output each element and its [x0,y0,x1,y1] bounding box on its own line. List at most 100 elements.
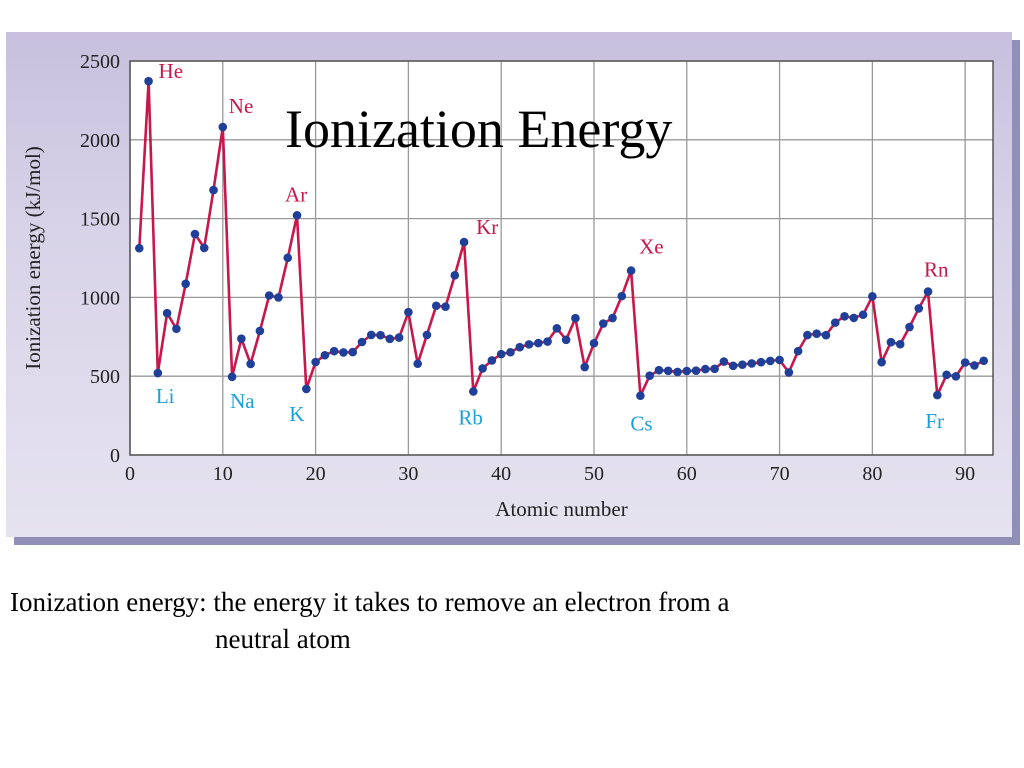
data-point [803,330,812,340]
data-point [571,313,580,323]
x-tick-label: 60 [677,463,697,485]
data-point [877,357,886,367]
y-axis-label: Ionization energy (kJ/mol) [21,146,45,370]
data-point [506,347,515,357]
data-point [673,367,682,377]
data-point [162,308,172,318]
data-point [459,237,469,247]
x-tick-label: 0 [125,463,135,485]
data-point [914,304,924,313]
element-label-rb: Rb [458,405,483,429]
element-label-k: K [289,402,304,426]
data-point [830,318,840,327]
data-point [682,366,692,376]
x-tick-label: 50 [584,463,604,485]
data-point [209,185,218,195]
caption-line-1: Ionization energy: the energy it takes t… [10,587,730,617]
y-tick-label: 1000 [80,287,120,309]
data-point [645,371,654,381]
data-point [821,330,831,340]
data-point [199,243,209,253]
data-point [756,357,766,367]
data-point [422,330,432,340]
plot-border [129,60,994,456]
x-tick-label: 20 [306,463,326,485]
data-point [784,368,794,377]
data-point [357,337,367,347]
data-point [237,334,246,343]
data-point [701,364,710,374]
x-tick-label: 80 [862,463,882,485]
data-point [608,313,617,323]
element-label-rn: Rn [924,258,949,282]
data-point [719,357,729,366]
data-point [617,291,627,301]
data-point [970,361,979,370]
element-label-li: Li [156,384,175,408]
element-label-ar: Ar [285,182,307,206]
y-tick-label: 2500 [80,51,120,73]
data-point [543,337,552,346]
data-point [933,390,942,400]
data-point [376,330,385,340]
data-point [691,366,701,375]
data-point [598,319,608,328]
data-point [858,310,868,320]
data-point [654,365,664,375]
plot-area [130,61,993,455]
y-tick-label: 0 [110,445,120,467]
data-point [960,358,970,367]
caption: Ionization energy: the energy it takes t… [10,584,1010,659]
element-label-kr: Kr [476,215,498,239]
data-point [218,122,228,132]
y-tick-label: 1500 [80,209,120,231]
data-point [450,271,460,280]
data-point [431,301,441,311]
element-label-na: Na [230,389,255,413]
data-point [292,210,302,220]
data-point [626,266,636,275]
data-point [339,348,348,357]
data-point [394,333,404,342]
data-point [589,338,599,348]
element-label-fr: Fr [925,409,944,433]
x-tick-label: 40 [491,463,511,485]
element-label-he: He [159,59,184,83]
data-point [385,334,395,344]
data-point [747,359,757,368]
data-point [348,347,358,357]
data-point [172,324,181,334]
data-point [190,229,200,239]
data-point [181,279,190,289]
data-point [580,362,589,372]
data-point [274,293,283,302]
data-point [404,307,413,317]
slide-title: Ionization Energy [285,99,673,159]
data-point [524,340,534,349]
data-point [366,330,376,340]
data-point [812,329,821,338]
data-point [895,339,905,349]
data-point [496,349,506,359]
data-point [951,372,961,381]
data-point [663,366,673,376]
x-tick-label: 70 [770,463,790,485]
data-point [478,364,487,373]
x-axis-label: Atomic number [495,497,627,521]
data-point [636,391,645,401]
data-point [302,384,311,394]
data-point [144,76,153,86]
data-point [441,302,450,311]
data-point [923,287,933,296]
data-point [283,253,293,263]
data-point [849,313,859,323]
x-tick-label: 10 [213,463,233,485]
caption-line-2: neutral atom [215,624,351,655]
data-point [840,312,849,321]
y-tick-label: 500 [90,366,120,388]
data-point [868,291,877,301]
data-point [905,322,914,332]
data-point [413,359,422,369]
data-point [264,291,274,300]
data-point [311,357,320,367]
